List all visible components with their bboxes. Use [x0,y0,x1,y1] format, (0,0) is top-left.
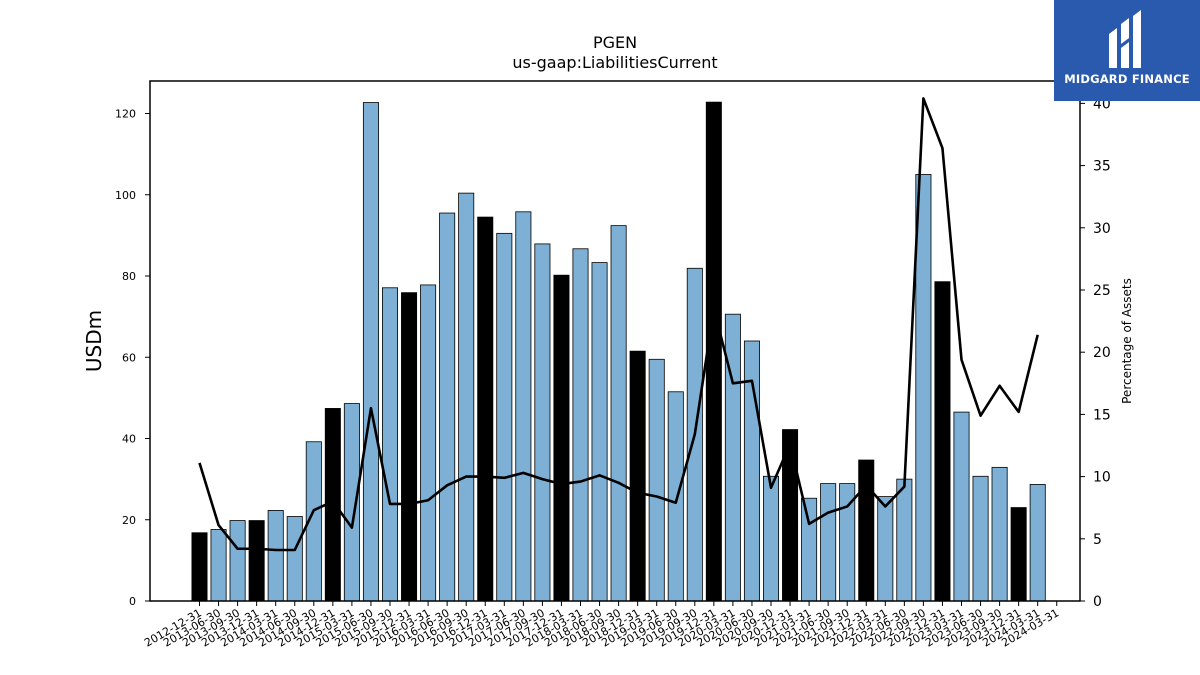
bars-group [191,101,1046,602]
bar-2014-03-31 [286,516,303,602]
bar-2023-09-30 [1010,507,1027,602]
y-tick-label: 60 [122,351,136,364]
y2-tick-label: 0 [1093,594,1102,610]
percentage-line [198,97,1039,552]
y2-tick-label: 35 [1093,159,1111,175]
y2-tick-label: 10 [1093,470,1111,486]
bar-2015-12-31 [420,284,437,602]
midgard-logo-icon [1109,10,1141,68]
bar-2022-12-31 [953,411,970,602]
plot-frame [149,80,1081,602]
bar-2015-03-31 [362,102,379,602]
bar-2018-06-30 [610,225,627,602]
bar-2021-12-31 [877,496,894,602]
bar-2023-06-30 [991,466,1008,602]
bar-2016-03-31 [439,212,456,602]
y-tick-label: 0 [129,595,136,608]
bar-2017-06-30 [534,243,551,602]
brand-name: MIDGARD FINANCE [1064,72,1190,86]
bar-2023-03-31 [972,475,989,602]
y-tick-label: 100 [115,189,136,202]
y-tick-label: 80 [122,270,136,283]
chart-title: PGEN [593,33,637,52]
y2-tick-label: 15 [1093,407,1111,423]
bar-2022-09-30 [934,281,951,602]
bar-2016-06-30 [458,192,475,602]
y2-tick-label: 20 [1093,345,1111,361]
bar-2012-12-31 [191,532,208,602]
y2-tick-label: 30 [1093,221,1111,237]
bar-2022-06-30 [915,174,932,602]
brand-logo: MIDGARD FINANCE [1054,0,1200,101]
bar-2017-03-31 [515,211,532,602]
y-tick-label: 120 [115,108,136,121]
bar-2013-12-31 [267,510,284,602]
bar-2022-03-31 [896,478,913,602]
y-tick-label: 40 [122,433,136,446]
bar-2020-06-30 [763,475,780,602]
bar-2018-09-30 [629,350,646,602]
bar-2017-12-31 [572,248,589,602]
bar-2013-09-30 [248,520,265,602]
y2-axis-label: Percentage of Assets [1120,278,1134,404]
y2-tick-label: 5 [1093,532,1102,548]
bar-2021-03-31 [820,483,837,602]
bar-2015-06-30 [381,287,398,602]
bar-2016-12-31 [496,232,513,602]
bar-2021-09-30 [858,459,875,602]
bar-2018-12-31 [648,358,665,602]
bar-2013-03-31 [210,529,227,602]
chart-subtitle: us-gaap:LiabilitiesCurrent [512,53,717,72]
bar-2015-09-30 [401,292,418,602]
y2-tick-label: 25 [1093,283,1111,299]
bar-2020-12-31 [801,497,818,602]
bar-2019-03-31 [667,391,684,602]
y-axis-label: USDm [82,310,106,372]
bar-2018-03-31 [591,262,608,602]
y-tick-label: 20 [122,514,136,527]
bar-2013-06-30 [229,520,246,602]
bar-2017-09-30 [553,274,570,602]
line-group [198,97,1039,552]
bar-2016-09-30 [477,216,494,602]
bar-2023-12-31 [1029,484,1046,602]
